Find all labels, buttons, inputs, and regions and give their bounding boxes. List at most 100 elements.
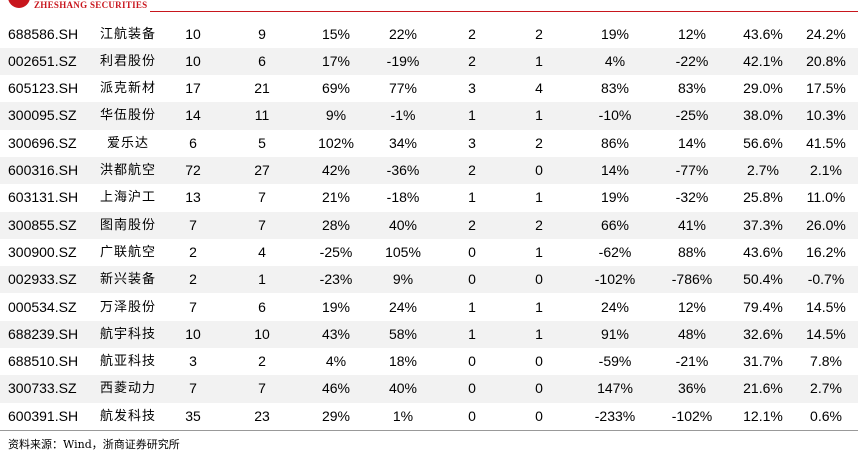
- stock-name: 华伍股份: [99, 108, 157, 124]
- table-cell: 7.8%: [810, 353, 842, 370]
- stock-code: 300900.SZ: [8, 243, 77, 260]
- table-cell: 19%: [600, 189, 630, 206]
- table-cell: 43.6%: [743, 25, 783, 42]
- stock-code: 300855.SZ: [8, 216, 77, 233]
- table-cell: 0: [468, 271, 476, 288]
- table-row: 688239.SH 航宇科技 10 10 43% 58% 1 1 91% 48% 32.6% 14.5…: [0, 320, 858, 349]
- table-cell: 37.3%: [743, 216, 783, 233]
- table-cell: -102%: [671, 407, 713, 424]
- table-row: 605123.SH 派克新材 17 21 69% 77% 3 4 83% 83% 29.0% 17.5…: [0, 75, 858, 102]
- table-cell: 7: [258, 380, 266, 397]
- table-cell: -10%: [598, 107, 632, 124]
- stock-name: 万泽股份: [99, 299, 157, 315]
- table-cell: 2: [468, 162, 476, 178]
- table-cell: -25%: [675, 107, 709, 124]
- table-cell: 46%: [321, 380, 351, 397]
- table-cell: 86%: [600, 134, 630, 151]
- stock-code: 603131.SH: [8, 189, 79, 206]
- stock-code: 688239.SH: [8, 325, 79, 342]
- table-cell: 19%: [600, 25, 630, 42]
- table-cell: 14%: [677, 134, 707, 151]
- stock-code: 300733.SZ: [8, 380, 77, 397]
- table-cell: 18%: [388, 353, 418, 370]
- stock-name: 航发科技: [99, 408, 157, 424]
- table-cell: -0.7%: [807, 271, 845, 288]
- table-cell: 2: [258, 353, 266, 370]
- table-cell: 56.6%: [743, 134, 783, 151]
- table-cell: 26.0%: [806, 216, 846, 233]
- table-cell: 2.1%: [810, 162, 842, 178]
- stock-name: 新兴装备: [99, 272, 157, 288]
- table-cell: 21: [254, 80, 270, 97]
- table-cell: 7: [189, 298, 197, 315]
- stock-name: 洪都航空: [99, 163, 157, 178]
- stock-code: 002933.SZ: [8, 271, 77, 288]
- table-cell: 1: [535, 107, 543, 124]
- table-cell: 14%: [600, 162, 630, 178]
- table-cell: 10: [254, 325, 270, 342]
- table-cell: 38.0%: [743, 107, 783, 124]
- table-cell: 16.2%: [806, 243, 846, 260]
- table-cell: 1%: [392, 407, 414, 424]
- table-cell: 2: [468, 216, 476, 233]
- table-cell: -62%: [598, 243, 632, 260]
- table-cell: 12%: [677, 25, 707, 42]
- table-row: 300696.SZ 爱乐达 6 5 102% 34% 3 2 86% 14% 56.6% 41.5%: [0, 130, 858, 157]
- table-cell: 0.6%: [810, 407, 842, 424]
- table-cell: 1: [468, 189, 476, 206]
- table-bottom-rule: [0, 430, 858, 431]
- table-cell: 22%: [388, 25, 418, 42]
- stock-name: 爱乐达: [106, 135, 150, 151]
- table-cell: 1: [468, 107, 476, 124]
- table-cell: 4: [535, 80, 543, 97]
- stock-name: 航宇科技: [99, 326, 157, 342]
- table-row: 300855.SZ 图南股份 7 7 28% 40% 2 2 66% 41% 37.3% 26.0%: [0, 211, 858, 239]
- table-row: 600391.SH 航发科技 35 23 29% 1% 0 0 -233% -102% 12.1% 0…: [0, 403, 858, 430]
- table-cell: 1: [258, 271, 266, 288]
- table-cell: -77%: [675, 162, 709, 178]
- table-cell: 19%: [321, 298, 351, 315]
- table-row: 000534.SZ 万泽股份 7 6 19% 24% 1 1 24% 12% 79.4% 14.5%: [0, 294, 858, 321]
- table-cell: 25.8%: [743, 189, 783, 206]
- table-cell: 6: [189, 134, 197, 151]
- table-cell: 79.4%: [743, 298, 783, 315]
- table-cell: 4: [258, 243, 266, 260]
- table-cell: -1%: [390, 107, 416, 124]
- table-cell: -19%: [386, 52, 420, 69]
- table-cell: 6: [258, 52, 266, 69]
- table-cell: 1: [535, 325, 543, 342]
- table-cell: 69%: [321, 80, 351, 97]
- table-cell: 4%: [604, 52, 626, 69]
- table-cell: -23%: [319, 271, 353, 288]
- table-cell: 24%: [600, 298, 630, 315]
- table-cell: 43%: [321, 325, 351, 342]
- header-rule: [150, 11, 858, 12]
- stock-name: 江航装备: [99, 26, 157, 42]
- stock-code: 000534.SZ: [8, 298, 77, 315]
- table-cell: 2.7%: [810, 380, 842, 397]
- table-row: 603131.SH 上海沪工 13 7 21% -18% 1 1 19% -32% 25.8% 11.…: [0, 184, 858, 211]
- table-cell: 12.1%: [743, 407, 783, 424]
- table-cell: 2.7%: [747, 162, 779, 178]
- table-cell: 0: [535, 271, 543, 288]
- stock-code: 300696.SZ: [8, 134, 77, 151]
- table-cell: 17: [185, 80, 201, 97]
- table-cell: 1: [535, 243, 543, 260]
- table-cell: 21%: [321, 189, 351, 206]
- table-cell: 0: [535, 353, 543, 370]
- table-cell: 21.6%: [743, 380, 783, 397]
- table-cell: 15%: [321, 25, 351, 42]
- table-cell: 2: [535, 134, 543, 151]
- table-cell: 10: [185, 325, 201, 342]
- table-cell: 34%: [388, 134, 418, 151]
- table-cell: 77%: [388, 80, 418, 97]
- table-cell: -786%: [671, 271, 713, 288]
- table-cell: 2: [535, 216, 543, 233]
- table-cell: -22%: [675, 52, 709, 69]
- table-cell: 24%: [388, 298, 418, 315]
- stock-code: 300095.SZ: [8, 107, 77, 124]
- stock-name: 西菱动力: [99, 381, 157, 397]
- table-cell: 1: [535, 189, 543, 206]
- table-cell: 43.6%: [743, 243, 783, 260]
